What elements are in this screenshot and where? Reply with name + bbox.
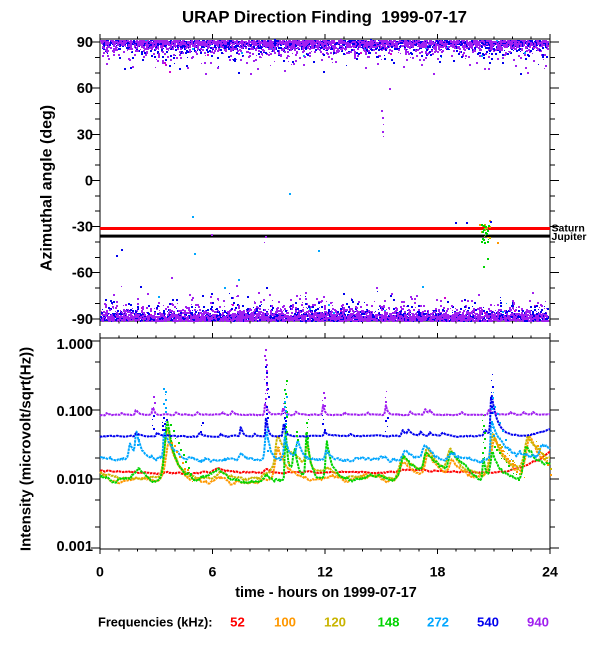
svg-text:30: 30 xyxy=(77,127,93,143)
svg-text:1.000: 1.000 xyxy=(56,337,93,353)
svg-text:Azimuthal angle (deg): Azimuthal angle (deg) xyxy=(39,105,56,271)
svg-text:0.100: 0.100 xyxy=(56,404,93,420)
svg-text:0: 0 xyxy=(85,173,93,189)
svg-text:24: 24 xyxy=(542,565,558,581)
svg-text:Frequencies (kHz):: Frequencies (kHz): xyxy=(98,615,213,630)
svg-text:540: 540 xyxy=(477,615,499,630)
svg-text:-90: -90 xyxy=(72,312,93,328)
svg-text:60: 60 xyxy=(77,81,93,97)
svg-text:Saturn: Saturn xyxy=(552,223,585,235)
svg-text:URAP Direction Finding 1999-0: URAP Direction Finding 1999-07-17 xyxy=(182,7,467,26)
svg-text:120: 120 xyxy=(324,615,346,630)
svg-text:-60: -60 xyxy=(72,266,93,282)
svg-text:0.010: 0.010 xyxy=(56,472,93,488)
svg-text:0.001: 0.001 xyxy=(56,539,93,555)
svg-text:Jupiter: Jupiter xyxy=(552,231,587,243)
svg-text:6: 6 xyxy=(209,565,217,581)
svg-text:90: 90 xyxy=(77,35,93,51)
svg-text:Intensity (microvolt/sqrt(Hz)): Intensity (microvolt/sqrt(Hz)) xyxy=(18,347,35,551)
svg-text:272: 272 xyxy=(427,615,449,630)
svg-text:time - hours on 1999-07-17: time - hours on 1999-07-17 xyxy=(235,585,417,601)
svg-text:148: 148 xyxy=(377,615,399,630)
svg-text:12: 12 xyxy=(317,565,333,581)
svg-text:940: 940 xyxy=(527,615,549,630)
svg-text:0: 0 xyxy=(96,565,104,581)
svg-text:52: 52 xyxy=(230,615,245,630)
svg-text:18: 18 xyxy=(430,565,446,581)
svg-text:100: 100 xyxy=(274,615,296,630)
svg-text:-30: -30 xyxy=(72,220,93,236)
